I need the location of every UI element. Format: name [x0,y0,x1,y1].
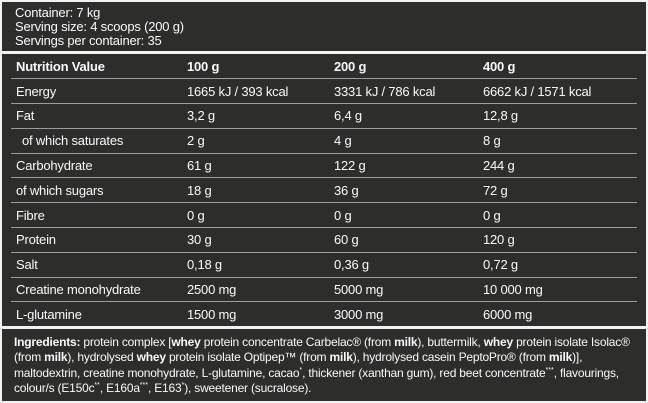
nutrition-table: Nutrition Value 100 g 200 g 400 g Energy… [2,54,646,326]
servings-per-container-line: Servings per container: 35 [15,32,162,48]
row-value: 18 g [187,182,212,198]
row-value: 6000 mg [483,306,533,322]
row-value: 0,72 g [483,257,518,273]
ingredient-text: , flavourings, colour/s (E150c [14,365,619,395]
ingredient-text: )], maltodextrin, creatine monohydrate, … [14,350,583,380]
product-info-panel: Container: 7 kg Serving size: 4 scoops (… [2,2,646,55]
footnote-marker: *** [545,366,554,374]
row-value: 1500 mg [187,306,237,322]
table-row: Fibre 0 g 0 g 0 g [11,203,637,228]
table-row: Carbohydrate 61 g 122 g 244 g [11,154,637,179]
row-value: 120 g [483,232,515,248]
row-value: 1665 kJ / 393 kcal [187,83,289,99]
ingredient-text: protein complex [ [83,335,172,350]
row-value: 36 g [334,182,359,198]
row-value: 3000 mg [334,306,384,322]
ingredient-emphasis: milk [44,350,68,365]
ingredient-text: protein isolate Isolac® (from [14,335,630,365]
row-value: 0 g [187,207,205,223]
table-row: Creatine monohydrate 2500 mg 5000 mg 10 … [11,278,637,303]
row-label: Salt [16,257,38,273]
row-value: 3331 kJ / 786 kcal [334,83,436,99]
footnote-marker: * [181,381,185,389]
row-value: 0,18 g [187,257,222,273]
table-header-row: Nutrition Value 100 g 200 g 400 g [11,54,637,80]
row-value: 122 g [334,157,366,173]
column-header-nutrition-value: Nutrition Value [16,58,105,74]
table-row: Fat 3,2 g 6,4 g 12,8 g [11,104,637,129]
row-value: 4 g [334,133,352,149]
row-value: 60 g [334,232,359,248]
footnote-marker: * [299,366,303,374]
ingredient-text: ), hydrolysed casein PeptoPro® (from [352,350,549,365]
ingredient-text: protein isolate Optipep™ (from [165,350,330,365]
row-label: L-glutamine [16,306,82,322]
ingredient-emphasis: milk [548,350,573,365]
ingredient-emphasis: milk [394,335,418,350]
ingredient-text: , E160a [99,380,140,395]
column-header-200g: 200 g [334,58,367,74]
row-label: Fat [16,108,35,124]
row-label: Creatine monohydrate [16,281,141,297]
ingredient-emphasis: whey [136,350,166,365]
row-value: 6,4 g [334,108,362,124]
footnote-marker: *** [139,381,148,389]
ingredient-emphasis: whey [483,335,513,350]
row-label: of which sugars [16,182,104,198]
ingredient-emphasis: milk [329,350,353,365]
row-label: Protein [16,232,56,248]
ingredients-text: Ingredients: protein complex [whey prote… [14,335,630,395]
ingredient-text: , thickener (xanthan gum), red beet conc… [302,365,546,380]
row-value: 0 g [483,207,501,223]
row-value: 3,2 g [187,108,215,124]
table-row: of which sugars 18 g 36 g 72 g [11,178,637,204]
row-value: 0 g [334,207,352,223]
row-value: 30 g [187,232,212,248]
table-row: Salt 0,18 g 0,36 g 0,72 g [11,253,637,278]
footnote-marker: ** [94,381,100,389]
ingredient-text: ), buttermilk, [417,335,484,350]
serving-size-line: Serving size: 4 scoops (200 g) [15,18,184,34]
ingredient-text: , E163 [147,380,182,395]
row-label: Energy [16,83,56,99]
column-header-100g: 100 g [187,58,220,74]
row-value: 12,8 g [483,108,518,124]
row-value: 244 g [483,157,515,173]
ingredients-panel: Ingredients: protein complex [whey prote… [2,326,646,401]
table-row: Protein 30 g 60 g 120 g [11,228,637,253]
row-value: 6662 kJ / 1571 kcal [483,83,592,99]
column-header-400g: 400 g [483,58,516,74]
ingredient-text: ), sweetener (sucralose). [184,380,312,395]
ingredient-emphasis: Ingredients: [14,335,84,350]
table-row: Energy 1665 kJ / 393 kcal 3331 kJ / 786 … [11,79,637,104]
row-value: 8 g [483,133,501,149]
row-value: 10 000 mg [483,281,543,297]
ingredient-text: protein concentrate Carbelac® (from [200,335,395,350]
row-value: 0,36 g [334,257,369,273]
container-size-line: Container: 7 kg [15,5,101,20]
ingredient-emphasis: whey [171,335,201,350]
ingredient-text: ), hydrolysed [67,350,137,365]
row-label: Fibre [16,207,45,223]
table-row: L-glutamine 1500 mg 3000 mg 6000 mg [11,302,637,326]
row-value: 2 g [187,133,205,149]
row-label: Carbohydrate [16,157,93,173]
table-row: of which saturates 2 g 4 g 8 g [11,129,637,154]
row-value: 2500 mg [187,281,237,297]
row-label: of which saturates [22,133,124,149]
row-value: 72 g [483,182,508,198]
row-value: 5000 mg [334,281,384,297]
row-value: 61 g [187,157,212,173]
